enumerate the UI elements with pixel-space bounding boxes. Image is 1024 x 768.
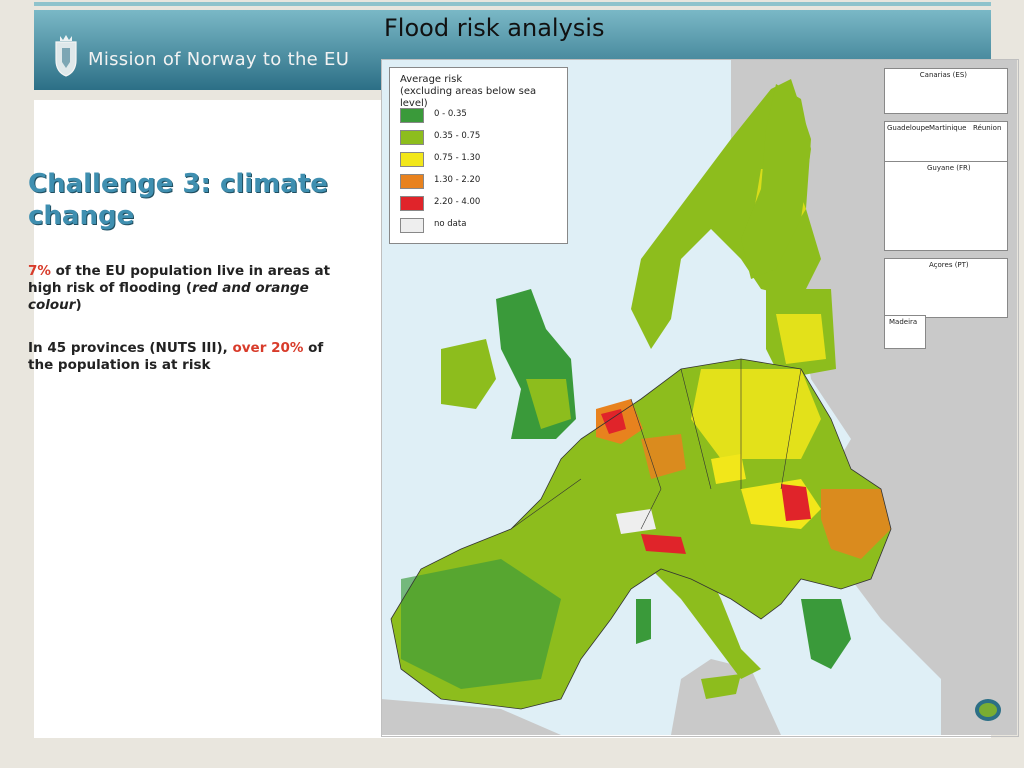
publisher-logo-icon	[975, 699, 1001, 721]
legend-label: no data	[434, 219, 467, 229]
inset-madeira: Madeira	[884, 315, 926, 349]
legend-swatch	[400, 174, 424, 189]
norway-crest-icon	[55, 35, 77, 77]
para1-text-b: )	[75, 297, 82, 313]
legend-label: 2.20 - 4.00	[434, 197, 481, 207]
inset-label-guyane: Guyane (FR)	[927, 164, 971, 172]
para1-text-a: of the EU population live in areas at hi…	[28, 263, 331, 296]
challenge-heading: Challenge 3: climate change	[28, 169, 328, 231]
para1-italic: red and orange colour	[28, 280, 309, 313]
legend-label: 0.35 - 0.75	[434, 131, 481, 141]
legend-swatch	[400, 152, 424, 167]
inset-label-madeira: Madeira	[889, 318, 918, 326]
provinces-paragraph: In 45 provinces (NUTS III), over 20% of …	[28, 340, 348, 374]
para2-text-b: of the population is at risk	[28, 340, 324, 373]
inset-guyane: Guyane (FR)	[884, 161, 1008, 251]
legend-swatch	[400, 218, 424, 233]
legend-swatch	[400, 130, 424, 145]
inset-label-guadeloupe: Guadeloupe	[887, 124, 930, 132]
legend-label: 0 - 0.35	[434, 109, 467, 119]
map-legend: Average risk (excluding areas below sea l…	[389, 67, 568, 244]
page-title: Flood risk analysis	[384, 14, 605, 42]
inset-canarias: Canarias (ES)	[884, 68, 1008, 114]
inset-label-reunion: Réunion	[973, 124, 1002, 132]
inset-acores: Açores (PT)	[884, 258, 1008, 318]
legend-label: 0.75 - 1.30	[434, 153, 481, 163]
flood-population-paragraph: 7% of the EU population live in areas at…	[28, 263, 348, 314]
legend-title-line2: (excluding areas below sea level)	[400, 86, 537, 109]
over-percent-highlight: over 20%	[232, 340, 304, 356]
para2-text-a: In 45 provinces (NUTS III),	[28, 340, 233, 356]
inset-label-martinique: Martinique	[929, 124, 967, 132]
legend-title-line1: Average risk	[400, 74, 463, 85]
legend-title: Average risk (excluding areas below sea l…	[400, 74, 567, 110]
header-top-line	[34, 2, 991, 6]
inset-caribbean: Guadeloupe Martinique Réunion	[884, 121, 1008, 163]
inset-label-acores: Açores (PT)	[929, 261, 969, 269]
organization-name: Mission of Norway to the EU	[88, 49, 350, 70]
legend-swatch	[400, 108, 424, 123]
legend-swatch	[400, 196, 424, 211]
legend-label: 1.30 - 2.20	[434, 175, 481, 185]
percent-highlight: 7%	[28, 263, 51, 279]
map-frame	[381, 59, 1019, 737]
inset-label-canarias: Canarias (ES)	[919, 71, 967, 79]
